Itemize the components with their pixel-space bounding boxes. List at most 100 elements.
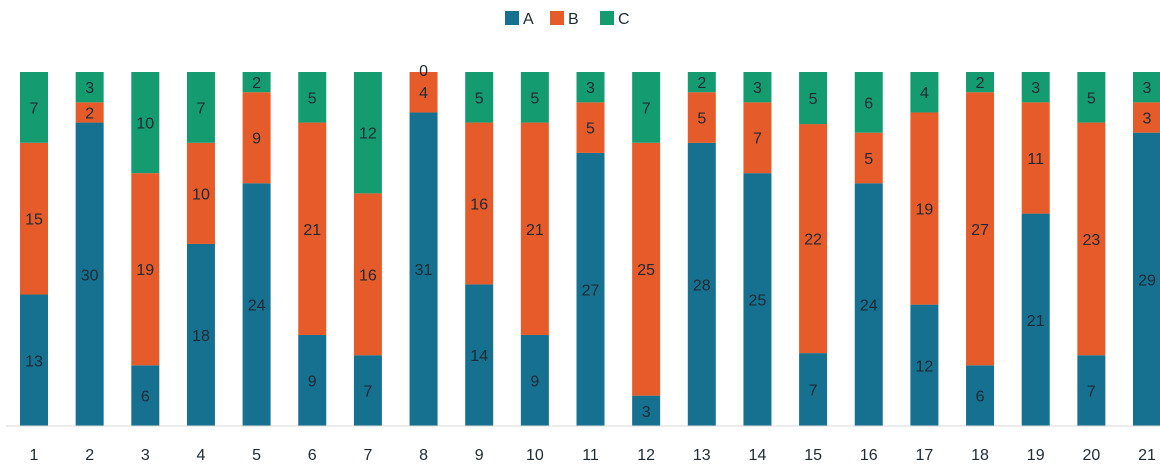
legend-label-b: B: [568, 11, 579, 28]
x-tick-label-8: 8: [419, 447, 428, 464]
data-label-c-15: 5: [809, 91, 818, 108]
data-label-a-9: 14: [470, 348, 488, 365]
data-label-b-19: 11: [1027, 151, 1044, 168]
data-label-a-8: 31: [415, 262, 433, 279]
data-label-a-7: 7: [363, 384, 372, 401]
bar-b-9: [465, 122, 494, 285]
bar-b-19: [1021, 102, 1050, 214]
bar-b-5: [242, 92, 271, 184]
bar-c-13: [687, 72, 716, 93]
bar-b-1: [20, 142, 48, 295]
x-tick-label-21: 21: [1138, 447, 1156, 464]
bar-stack-3: 6 19 10: [131, 72, 160, 426]
x-tick-label-5: 5: [252, 447, 261, 464]
bar-stack-13: 28 5 2: [687, 72, 716, 427]
data-label-b-15: 22: [804, 232, 822, 249]
data-label-b-1: 15: [25, 212, 43, 229]
data-label-c-11: 3: [586, 80, 595, 97]
data-label-c-6: 5: [308, 90, 317, 107]
x-tick-label-9: 9: [475, 447, 484, 464]
data-label-c-16: 6: [864, 95, 873, 112]
x-tick-label-1: 1: [30, 447, 39, 464]
x-tick-label-3: 3: [141, 447, 150, 464]
bar-a-20: [1077, 355, 1106, 426]
bar-a-10: [520, 334, 549, 426]
data-label-c-2: 3: [85, 80, 94, 97]
x-tick-label-13: 13: [693, 447, 711, 464]
data-label-b-7: 16: [359, 267, 377, 284]
bar-stack-4: 18 10 7: [186, 72, 215, 426]
bar-a-11: [576, 152, 605, 426]
data-label-a-11: 27: [582, 282, 600, 299]
data-label-b-11: 5: [586, 121, 595, 138]
bar-a-9: [465, 284, 494, 426]
bar-stack-12: 3 25 7: [632, 72, 661, 426]
bar-b-4: [186, 142, 215, 244]
bar-stack-6: 9 21 5: [298, 72, 327, 426]
bar-stack-1: 13 15 7: [20, 72, 48, 426]
x-tick-label-18: 18: [971, 447, 989, 464]
data-label-c-3: 10: [136, 116, 154, 133]
data-label-c-7: 12: [359, 126, 377, 143]
bar-c-20: [1077, 72, 1106, 123]
bar-a-13: [687, 142, 716, 427]
data-label-b-20: 23: [1082, 232, 1100, 249]
data-label-a-16: 24: [860, 298, 878, 315]
x-tick-label-2: 2: [85, 447, 94, 464]
data-label-b-18: 27: [971, 222, 989, 239]
bar-a-15: [799, 353, 828, 426]
data-label-b-13: 5: [697, 111, 706, 128]
data-label-b-8: 4: [419, 85, 428, 102]
bar-stack-17: 12 19 4: [910, 72, 939, 426]
bar-a-19: [1021, 213, 1050, 426]
legend-label-a: A: [523, 11, 534, 28]
bar-b-3: [131, 173, 160, 366]
bar-stack-5: 24 9 2: [242, 72, 271, 426]
bar-stack-18: 6 27 2: [966, 72, 995, 426]
bar-stack-10: 9 21 5: [520, 72, 549, 426]
data-label-c-17: 4: [920, 85, 929, 102]
data-label-a-10: 9: [530, 373, 539, 390]
bar-a-18: [966, 365, 995, 426]
x-tick-label-15: 15: [804, 447, 822, 464]
bar-b-14: [743, 102, 772, 174]
data-label-c-10: 5: [530, 90, 539, 107]
data-label-b-4: 10: [192, 186, 210, 203]
bar-a-2: [75, 122, 104, 427]
data-label-a-1: 13: [25, 353, 43, 370]
data-label-b-12: 25: [637, 262, 655, 279]
bar-c-14: [743, 72, 772, 103]
bar-b-20: [1077, 122, 1106, 356]
data-label-c-8: 0: [419, 63, 428, 80]
bar-c-2: [75, 72, 104, 103]
legend: A B C: [505, 11, 630, 28]
data-label-a-12: 3: [642, 404, 651, 421]
bar-a-14: [743, 173, 772, 426]
x-tick-label-4: 4: [196, 447, 205, 464]
data-label-a-15: 7: [809, 383, 818, 400]
x-tick-label-10: 10: [526, 447, 544, 464]
data-label-c-5: 2: [252, 75, 261, 92]
x-tick-label-11: 11: [582, 447, 599, 464]
x-tick-label-20: 20: [1082, 447, 1100, 464]
bar-stack-20: 7 23 5: [1077, 72, 1106, 426]
data-label-b-16: 5: [864, 151, 873, 168]
data-label-c-14: 3: [753, 80, 762, 97]
data-label-b-10: 21: [526, 222, 544, 239]
bar-b-10: [520, 122, 549, 335]
data-label-a-21: 29: [1138, 272, 1156, 289]
bar-stack-16: 24 5 6: [854, 72, 883, 426]
bar-c-17: [910, 72, 939, 113]
data-label-b-6: 21: [303, 222, 321, 239]
bar-c-10: [520, 72, 549, 123]
x-tick-label-12: 12: [637, 447, 655, 464]
bar-a-1: [20, 294, 48, 426]
bar-c-15: [799, 72, 828, 125]
bar-a-3: [131, 365, 160, 426]
legend-label-c: C: [618, 11, 630, 28]
bar-b-7: [353, 193, 382, 356]
bar-a-7: [353, 355, 382, 426]
data-label-b-2: 2: [85, 105, 94, 122]
data-label-b-21: 3: [1143, 111, 1152, 128]
bar-c-19: [1021, 72, 1050, 103]
